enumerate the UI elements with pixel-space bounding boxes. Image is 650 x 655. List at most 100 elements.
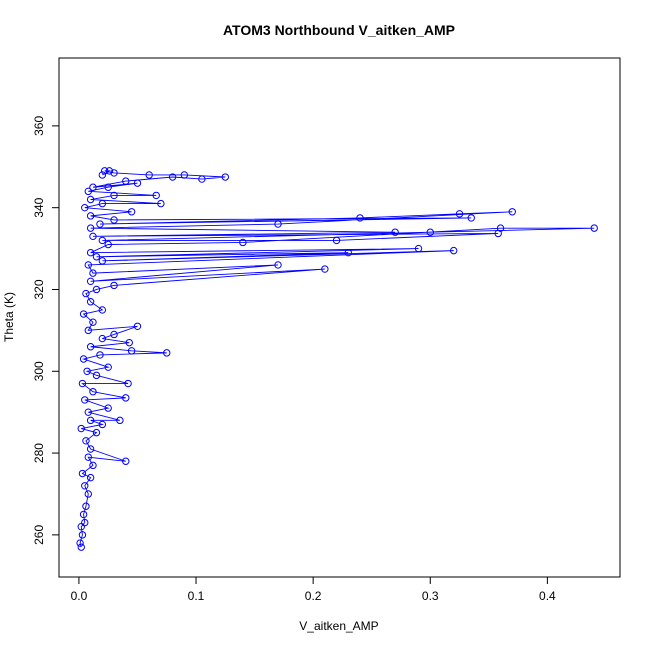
- data-point: [82, 437, 90, 445]
- y-tick-label: 340: [32, 197, 46, 217]
- data-point: [98, 199, 107, 208]
- x-axis-label: V_aitken_AMP: [299, 619, 378, 633]
- plot-box: [58, 57, 621, 578]
- data-point: [590, 224, 598, 232]
- data-point: [110, 169, 118, 177]
- data-point: [332, 236, 341, 245]
- data-point: [89, 269, 97, 277]
- data-point: [86, 298, 95, 306]
- data-point: [84, 490, 92, 498]
- data-point: [84, 453, 92, 461]
- data-point: [110, 330, 118, 339]
- data-point: [79, 510, 88, 519]
- data-point: [321, 265, 329, 273]
- data-point: [426, 228, 434, 236]
- data-point: [168, 173, 177, 181]
- data-point: [127, 347, 136, 355]
- data-point: [92, 253, 101, 261]
- data-point: [96, 351, 104, 359]
- data-point: [86, 277, 95, 286]
- data-point: [89, 183, 97, 191]
- data-point: [98, 334, 107, 343]
- data-point: [127, 208, 136, 216]
- data-point: [145, 171, 153, 179]
- data-point: [104, 240, 112, 249]
- data-point: [78, 379, 87, 388]
- data-point: [84, 326, 92, 335]
- chart-title: ATOM3 Northbound V_aitken_AMP: [223, 22, 455, 38]
- data-point: [89, 232, 97, 241]
- data-point: [104, 404, 112, 412]
- data-point: [92, 371, 101, 380]
- data-point: [122, 457, 130, 465]
- data-point: [76, 539, 84, 547]
- x-tick-label: 0.1: [188, 589, 205, 603]
- data-point: [163, 349, 171, 357]
- data-point: [274, 220, 282, 228]
- data-point: [79, 310, 88, 318]
- data-point: [86, 224, 95, 232]
- data-point: [110, 281, 118, 290]
- data-point: [105, 167, 114, 175]
- data-point: [96, 220, 104, 228]
- data-point: [86, 212, 95, 220]
- data-point: [98, 236, 107, 245]
- data-point: [86, 248, 95, 257]
- data-point: [467, 214, 475, 222]
- data-point: [414, 244, 423, 253]
- data-point: [104, 183, 112, 191]
- x-tick-label: 0.4: [539, 589, 556, 603]
- data-point: [508, 208, 516, 216]
- data-point: [84, 261, 92, 269]
- data-point: [86, 416, 95, 425]
- data-point: [82, 502, 90, 510]
- data-point: [81, 482, 89, 490]
- data-point: [81, 203, 89, 212]
- data-point: [116, 416, 124, 425]
- data-point: [122, 394, 130, 402]
- data-point: [152, 191, 160, 200]
- data-point: [494, 229, 502, 238]
- data-point: [86, 445, 95, 453]
- data-point: [82, 289, 90, 298]
- y-tick-label: 360: [32, 116, 46, 136]
- data-line: [79, 170, 595, 548]
- data-point: [133, 179, 142, 187]
- data-point: [157, 199, 165, 208]
- data-point: [344, 248, 352, 257]
- data-point: [110, 216, 118, 224]
- data-point: [86, 195, 95, 204]
- data-point: [77, 543, 85, 551]
- data-point: [78, 469, 87, 478]
- data-point: [81, 396, 89, 404]
- data-point: [89, 461, 97, 470]
- data-point: [83, 367, 91, 375]
- data-point: [104, 363, 112, 371]
- data-point: [100, 167, 109, 175]
- data-point: [239, 238, 247, 247]
- data-point: [198, 175, 206, 183]
- data-point: [125, 338, 133, 347]
- data-point: [180, 171, 189, 179]
- data-point: [98, 257, 107, 265]
- x-tick-label: 0.3: [422, 589, 439, 603]
- data-point: [92, 285, 101, 294]
- data-point: [78, 531, 87, 539]
- data-point: [98, 306, 107, 314]
- data-point: [89, 388, 97, 396]
- y-tick-label: 320: [32, 279, 46, 299]
- data-point: [133, 322, 142, 330]
- data-point: [455, 210, 464, 218]
- data-point: [86, 473, 95, 482]
- data-point: [449, 246, 458, 255]
- data-point: [81, 518, 89, 527]
- data-point: [98, 420, 107, 429]
- data-point: [110, 191, 118, 200]
- data-point: [79, 355, 88, 363]
- data-point: [122, 177, 130, 185]
- x-tick-label: 0.0: [71, 589, 88, 603]
- y-tick-label: 260: [32, 525, 46, 545]
- x-tick-label: 0.2: [305, 589, 322, 603]
- data-point: [98, 171, 107, 179]
